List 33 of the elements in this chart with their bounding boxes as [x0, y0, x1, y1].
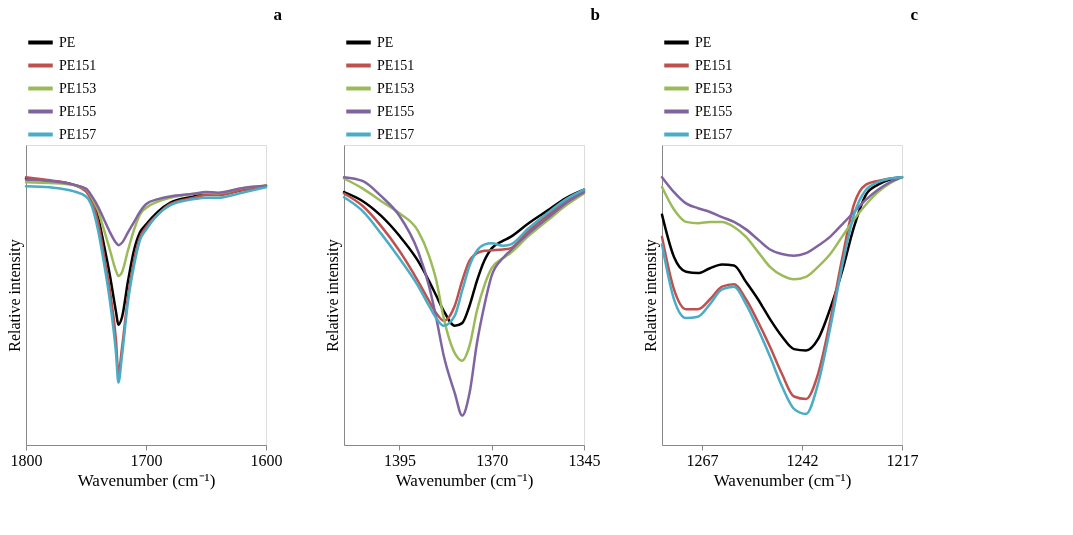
legend-label: PE153: [695, 80, 733, 96]
legend-label: PE151: [377, 57, 415, 73]
legend-label: PE157: [377, 126, 415, 142]
x-tick-label: 1267: [686, 451, 719, 469]
x-tick-label: 1395: [383, 451, 416, 469]
legend-label: PE151: [59, 57, 97, 73]
legend-label: PE155: [695, 103, 733, 119]
y-axis-title: Relative intensity: [5, 239, 24, 352]
x-tick-label: 1700: [130, 451, 163, 469]
x-tick-label: 1217: [886, 451, 919, 469]
legend-label: PE153: [59, 80, 97, 96]
legend-label: PE155: [377, 103, 415, 119]
x-tick-label: 1600: [250, 451, 283, 469]
x-tick-label: 1242: [786, 451, 819, 469]
text: c: [910, 5, 919, 24]
legend-label: PE: [695, 34, 712, 50]
legend-label: PE: [377, 34, 394, 50]
x-axis-title: Wavenumber (cm⁻¹): [77, 470, 216, 490]
text: b: [590, 5, 600, 24]
legend-label: PE155: [59, 103, 97, 119]
legend-label: PE: [59, 34, 76, 50]
x-tick-label: 1800: [10, 451, 43, 469]
legend-label: PE157: [695, 126, 733, 142]
x-axis-title: Wavenumber (cm⁻¹): [713, 470, 852, 490]
y-axis-title: Relative intensity: [323, 239, 342, 352]
text: a: [273, 5, 283, 24]
legend-label: PE153: [377, 80, 415, 96]
x-tick-label: 1345: [568, 451, 601, 469]
x-tick-label: 1370: [476, 451, 509, 469]
legend-label: PE151: [695, 57, 733, 73]
legend-label: PE157: [59, 126, 97, 142]
y-axis-title: Relative intensity: [641, 239, 660, 352]
x-axis-title: Wavenumber (cm⁻¹): [395, 470, 534, 490]
